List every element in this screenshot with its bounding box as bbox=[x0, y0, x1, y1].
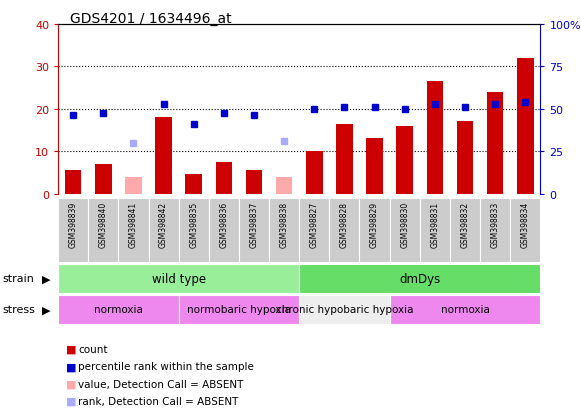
Bar bbox=[269, 198, 299, 262]
Text: ■: ■ bbox=[66, 361, 76, 371]
Bar bbox=[155, 118, 172, 194]
Text: strain: strain bbox=[3, 274, 35, 284]
Text: GSM398832: GSM398832 bbox=[461, 202, 469, 247]
Text: value, Detection Call = ABSENT: value, Detection Call = ABSENT bbox=[78, 379, 244, 389]
Bar bbox=[390, 295, 540, 324]
Text: ■: ■ bbox=[66, 344, 76, 354]
Bar bbox=[179, 198, 209, 262]
Text: chronic hypobaric hypoxia: chronic hypobaric hypoxia bbox=[275, 305, 413, 315]
Bar bbox=[487, 93, 503, 194]
Bar bbox=[119, 198, 149, 262]
Bar bbox=[517, 59, 533, 194]
Bar bbox=[209, 198, 239, 262]
Text: stress: stress bbox=[3, 305, 36, 315]
Text: GSM398831: GSM398831 bbox=[431, 202, 439, 247]
Bar bbox=[299, 264, 540, 293]
Bar bbox=[58, 198, 88, 262]
Bar bbox=[510, 198, 540, 262]
Bar bbox=[299, 198, 329, 262]
Bar bbox=[65, 171, 81, 194]
Bar bbox=[299, 295, 390, 324]
Text: ■: ■ bbox=[66, 396, 76, 406]
Bar bbox=[426, 82, 443, 194]
Bar bbox=[450, 198, 480, 262]
Text: rank, Detection Call = ABSENT: rank, Detection Call = ABSENT bbox=[78, 396, 239, 406]
Bar bbox=[246, 171, 262, 194]
Bar bbox=[125, 177, 142, 194]
Bar bbox=[88, 198, 119, 262]
Text: dmDys: dmDys bbox=[399, 272, 440, 285]
Bar bbox=[420, 198, 450, 262]
Bar bbox=[366, 139, 383, 194]
Bar bbox=[457, 122, 474, 194]
Text: ▶: ▶ bbox=[42, 274, 51, 284]
Bar bbox=[276, 177, 292, 194]
Text: percentile rank within the sample: percentile rank within the sample bbox=[78, 361, 254, 371]
Bar bbox=[58, 295, 179, 324]
Text: GSM398841: GSM398841 bbox=[129, 202, 138, 247]
Text: GSM398833: GSM398833 bbox=[490, 202, 500, 247]
Bar bbox=[336, 124, 353, 194]
Text: GSM398835: GSM398835 bbox=[189, 202, 198, 247]
Bar bbox=[216, 162, 232, 194]
Bar bbox=[179, 295, 299, 324]
Text: GSM398842: GSM398842 bbox=[159, 202, 168, 247]
Text: GSM398827: GSM398827 bbox=[310, 202, 319, 247]
Text: GSM398834: GSM398834 bbox=[521, 202, 530, 247]
Text: GSM398839: GSM398839 bbox=[69, 202, 78, 247]
Bar bbox=[306, 152, 322, 194]
Bar bbox=[360, 198, 390, 262]
Text: GSM398829: GSM398829 bbox=[370, 202, 379, 247]
Text: GSM398838: GSM398838 bbox=[279, 202, 289, 247]
Text: GSM398840: GSM398840 bbox=[99, 202, 108, 247]
Text: ▶: ▶ bbox=[42, 305, 51, 315]
Text: GSM398828: GSM398828 bbox=[340, 202, 349, 247]
Bar bbox=[58, 264, 299, 293]
Bar bbox=[396, 126, 413, 194]
Text: normobaric hypoxia: normobaric hypoxia bbox=[187, 305, 291, 315]
Text: count: count bbox=[78, 344, 108, 354]
Bar bbox=[239, 198, 269, 262]
Text: normoxia: normoxia bbox=[440, 305, 489, 315]
Text: normoxia: normoxia bbox=[94, 305, 143, 315]
Text: GSM398830: GSM398830 bbox=[400, 202, 409, 247]
Text: GDS4201 / 1634496_at: GDS4201 / 1634496_at bbox=[70, 12, 231, 26]
Bar bbox=[149, 198, 179, 262]
Bar bbox=[185, 175, 202, 194]
Bar bbox=[480, 198, 510, 262]
Text: ■: ■ bbox=[66, 379, 76, 389]
Bar bbox=[390, 198, 420, 262]
Text: wild type: wild type bbox=[152, 272, 206, 285]
Bar bbox=[95, 164, 112, 194]
Text: GSM398837: GSM398837 bbox=[249, 202, 259, 247]
Text: GSM398836: GSM398836 bbox=[220, 202, 228, 247]
Bar bbox=[329, 198, 360, 262]
